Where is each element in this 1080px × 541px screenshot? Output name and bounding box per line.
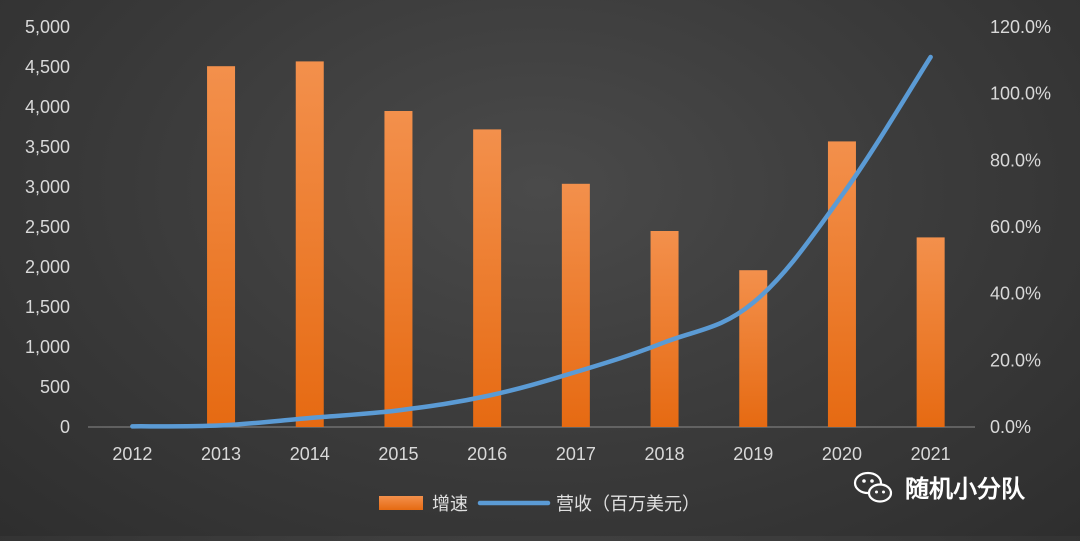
y-right-tick-label: 40.0% <box>990 284 1041 304</box>
x-tick-label: 2013 <box>201 444 241 464</box>
x-tick-label: 2016 <box>467 444 507 464</box>
y-left-tick-label: 1,000 <box>25 337 70 357</box>
y-left-tick-label: 0 <box>60 417 70 437</box>
bar <box>207 66 235 427</box>
y-right-tick-label: 0.0% <box>990 417 1031 437</box>
legend-label-line: 营收（百万美元） <box>556 494 700 514</box>
x-tick-label: 2012 <box>112 444 152 464</box>
bar <box>562 184 590 427</box>
legend-swatch-bar <box>379 496 423 510</box>
y-left-tick-label: 3,000 <box>25 177 70 197</box>
x-tick-label: 2015 <box>378 444 418 464</box>
watermark: 随机小分队 <box>855 473 1026 503</box>
legend-label-bar: 增速 <box>432 494 468 514</box>
x-tick-label: 2017 <box>556 444 596 464</box>
x-tick-label: 2014 <box>290 444 330 464</box>
y-left-tick-label: 500 <box>40 377 70 397</box>
y-left-tick-label: 1,500 <box>25 297 70 317</box>
y-right-tick-label: 20.0% <box>990 350 1041 370</box>
y-right-tick-label: 100.0% <box>990 84 1051 104</box>
x-tick-label: 2020 <box>822 444 862 464</box>
y-left-tick-label: 2,500 <box>25 217 70 237</box>
watermark-text: 随机小分队 <box>905 476 1026 503</box>
y-left-tick-label: 5,000 <box>25 17 70 37</box>
x-tick-label: 2021 <box>911 444 951 464</box>
bar <box>651 231 679 427</box>
revenue-line <box>132 57 930 426</box>
y-left-tick-label: 2,000 <box>25 257 70 277</box>
bar <box>473 129 501 427</box>
y-right-tick-label: 80.0% <box>990 150 1041 170</box>
y-right-tick-label: 60.0% <box>990 217 1041 237</box>
y-left-tick-label: 4,000 <box>25 97 70 117</box>
wechat-icon <box>855 473 891 502</box>
bar <box>296 61 324 427</box>
bar <box>384 111 412 427</box>
y-left-tick-label: 3,500 <box>25 137 70 157</box>
bar <box>917 237 945 427</box>
x-tick-label: 2019 <box>733 444 773 464</box>
y-left-tick-label: 4,500 <box>25 57 70 77</box>
y-right-tick-label: 120.0% <box>990 17 1051 37</box>
x-tick-label: 2018 <box>645 444 685 464</box>
